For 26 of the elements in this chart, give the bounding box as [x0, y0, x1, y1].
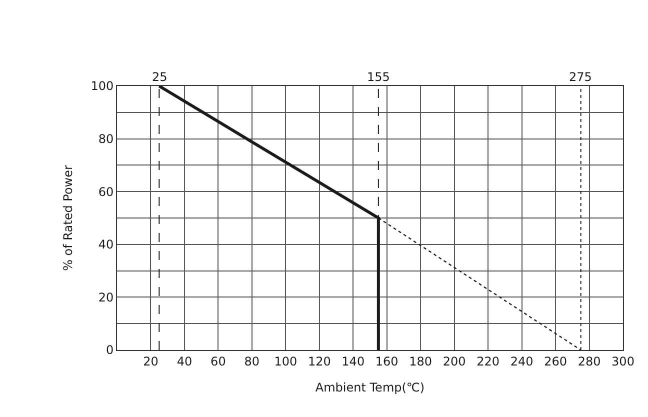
x-tick-label: 40: [176, 354, 192, 368]
y-tick-label: 80: [98, 132, 114, 146]
x-tick-label: 140: [342, 354, 365, 368]
x-axis-title: Ambient Temp(℃): [315, 380, 425, 394]
x-tick-label: 260: [544, 354, 567, 368]
x-tick-label: 280: [578, 354, 601, 368]
x-tick-label: 160: [375, 354, 398, 368]
x-tick-label: 240: [510, 354, 534, 368]
ref-line-label: 155: [367, 70, 390, 84]
x-tick-label: 20: [143, 354, 158, 368]
y-axis-title: % of Rated Power: [60, 165, 75, 271]
ref-line-label: 25: [152, 70, 168, 84]
ref-line-label: 275: [569, 70, 592, 84]
x-tick-label: 180: [409, 354, 432, 368]
x-tick-label: 100: [274, 354, 298, 368]
y-tick-label: 60: [98, 184, 114, 199]
y-tick-label: 40: [98, 238, 114, 252]
x-tick-label: 80: [244, 354, 260, 368]
y-tick-label: 20: [98, 290, 114, 304]
y-tick-label: 0: [106, 343, 114, 358]
x-tick-label: 300: [612, 354, 634, 368]
x-tick-label: 60: [210, 354, 226, 368]
y-tick-label: 100: [90, 79, 114, 94]
x-tick-label: 220: [476, 354, 500, 368]
x-tick-label: 120: [308, 354, 331, 368]
x-tick-label: 200: [442, 354, 466, 368]
